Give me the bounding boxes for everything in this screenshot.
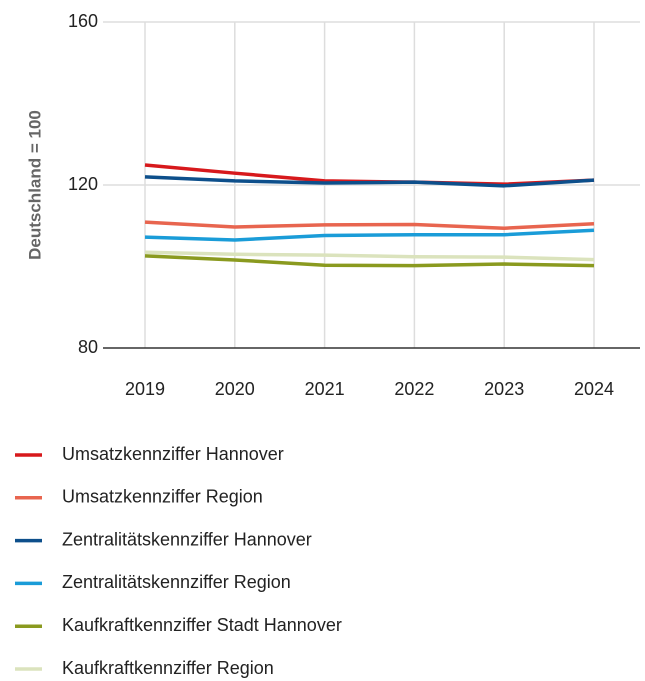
x-tick-label: 2021 [305,379,345,399]
line-series [144,254,595,268]
y-axis-title: Deutschland = 100 [25,110,44,260]
x-tick-label: 2019 [125,379,165,399]
y-tick-label: 160 [68,11,98,31]
y-tick-label: 120 [68,174,98,194]
x-tick-label: 2024 [574,379,614,399]
line-series [144,250,595,262]
line-series [144,228,595,242]
x-tick-label: 2022 [394,379,434,399]
legend-label: Umsatzkennziffer Hannover [62,444,284,464]
y-tick-label: 80 [78,337,98,357]
legend-label: Kaufkraftkennziffer Region [62,658,274,678]
legend-label: Zentralitätskennziffer Hannover [62,529,312,549]
legend-label: Zentralitätskennziffer Region [62,572,291,592]
legend-label: Umsatzkennziffer Region [62,487,263,507]
legend-label: Kaufkraftkennziffer Stadt Hannover [62,615,342,635]
x-tick-label: 2023 [484,379,524,399]
x-tick-label: 2020 [215,379,255,399]
line-series [144,175,595,188]
line-series [144,220,595,230]
